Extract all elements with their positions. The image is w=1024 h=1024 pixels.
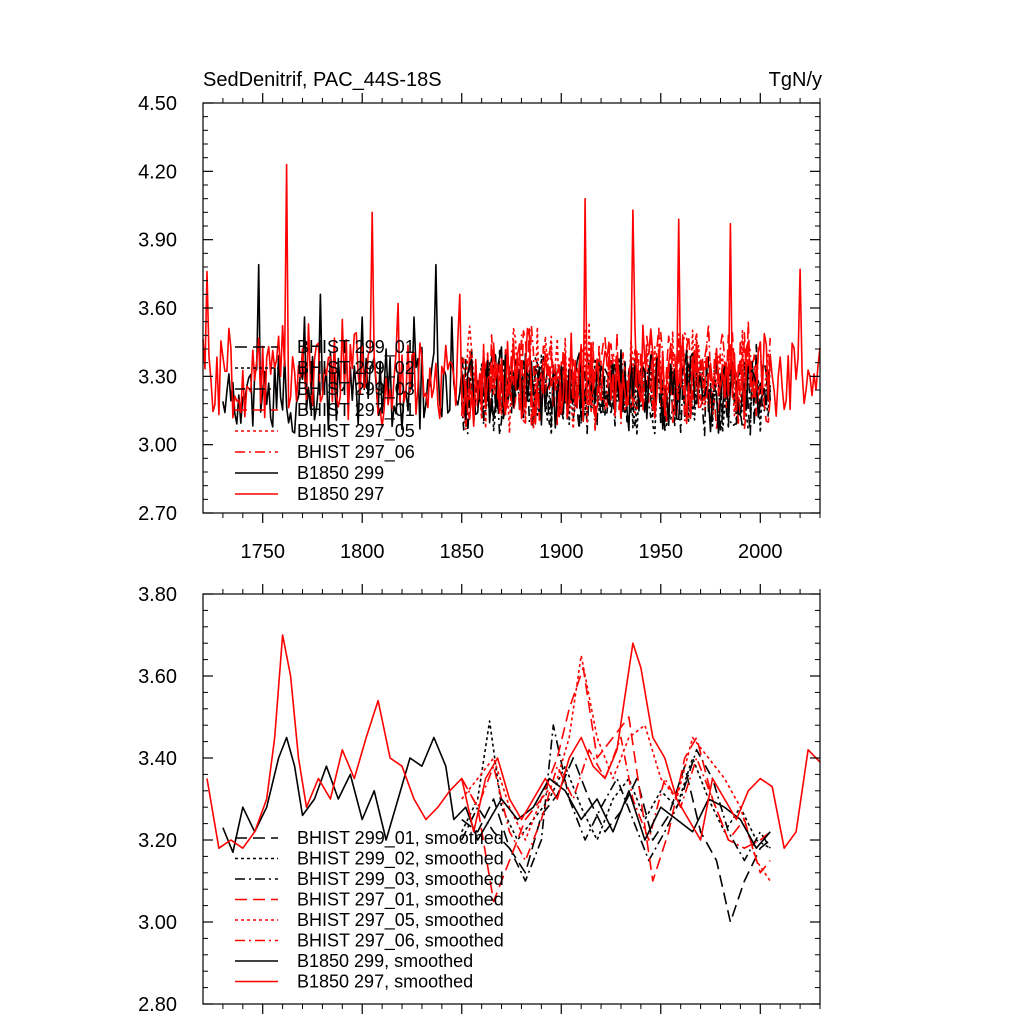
- bottom-legend-label: BHIST 297_06, smoothed: [297, 931, 504, 952]
- units-label: TgN/y: [769, 69, 822, 91]
- top-xtick-label: 1850: [439, 541, 484, 563]
- bottom-series-line-6: [461, 736, 771, 862]
- top-legend-label: B1850 299: [297, 463, 384, 483]
- bottom-legend-label: BHIST 299_02, smoothed: [297, 849, 504, 870]
- top-ytick-label: 3.00: [138, 435, 177, 457]
- top-legend-label: BHIST 297_05: [297, 421, 415, 442]
- top-xtick-label: 1750: [240, 541, 285, 563]
- bottom-legend-label: BHIST 297_05, smoothed: [297, 910, 504, 931]
- bottom-series-line-8: [206, 634, 821, 849]
- bottom-plot-frame: [202, 593, 821, 1005]
- top-series-line-2: [460, 353, 771, 437]
- bottom-series-group: [206, 634, 821, 923]
- top-ytick-label: 2.70: [138, 503, 177, 525]
- top-panel: SedDenitrif, PAC_44S-18S TgN/y 2.70 3.00 3…: [138, 69, 822, 563]
- top-legend-label: BHIST 299_01: [297, 337, 415, 358]
- bottom-legend-label: BHIST 297_01, smoothed: [297, 890, 504, 911]
- bottom-legend-label: BHIST 299_01, smoothed: [297, 828, 504, 849]
- top-ytick-label: 3.30: [138, 366, 177, 388]
- bottom-series-line-4: [461, 667, 771, 903]
- bottom-ytick-label: 3.40: [138, 748, 177, 770]
- bottom-legend-label: B1850 297, smoothed: [297, 972, 473, 992]
- top-series-line-6: [460, 323, 771, 432]
- bottom-ytick-label: 2.80: [138, 994, 177, 1016]
- top-ytick-label: 4.50: [138, 93, 177, 115]
- bottom-ytick-label: 3.00: [138, 912, 177, 934]
- top-plot-frame: [202, 102, 821, 514]
- top-xtick-label: 1800: [340, 541, 385, 563]
- bottom-ytick-label: 3.20: [138, 830, 177, 852]
- top-axis-ticks: 2.70 3.00 3.30 3.60 3.90 4.20 4.50 1750 1800 1850…: [138, 93, 821, 563]
- top-series-line-8: [202, 163, 821, 428]
- chart-title: SedDenitrif, PAC_44S-18S: [203, 69, 442, 91]
- top-xtick-label: 1900: [539, 541, 584, 563]
- top-legend-label: B1850 297: [297, 484, 384, 504]
- top-legend-label: BHIST 297_06: [297, 442, 415, 463]
- bottom-series-line-2: [460, 720, 771, 849]
- top-ytick-label: 4.20: [138, 161, 177, 183]
- bottom-legend-label: BHIST 299_03, smoothed: [297, 869, 504, 890]
- bottom-ytick-label: 3.80: [138, 584, 177, 606]
- bottom-series-line-7: [222, 736, 771, 854]
- top-legend-label: BHIST 299_03: [297, 379, 415, 400]
- bottom-series-line-3: [460, 724, 771, 882]
- top-xtick-label: 1950: [639, 541, 684, 563]
- bottom-panel: 2.80 3.00 3.20 3.40 3.60 3.80 BHIST 299_01, s…: [138, 584, 821, 1016]
- bottom-series-line-5: [461, 654, 771, 882]
- top-legend-label: BHIST 299_02: [297, 358, 415, 379]
- bottom-legend-label: B1850 299, smoothed: [297, 951, 473, 971]
- top-series-line-7: [222, 263, 771, 434]
- bottom-axis-ticks: 2.80 3.00 3.20 3.40 3.60 3.80: [138, 584, 821, 1016]
- top-ytick-label: 3.60: [138, 298, 177, 320]
- top-legend-label: BHIST 297_01: [297, 400, 415, 421]
- top-xtick-label: 2000: [738, 541, 783, 563]
- bottom-series-line-1: [461, 757, 771, 923]
- top-ytick-label: 3.90: [138, 230, 177, 252]
- bottom-ytick-label: 3.60: [138, 666, 177, 688]
- top-series-group: [202, 163, 821, 437]
